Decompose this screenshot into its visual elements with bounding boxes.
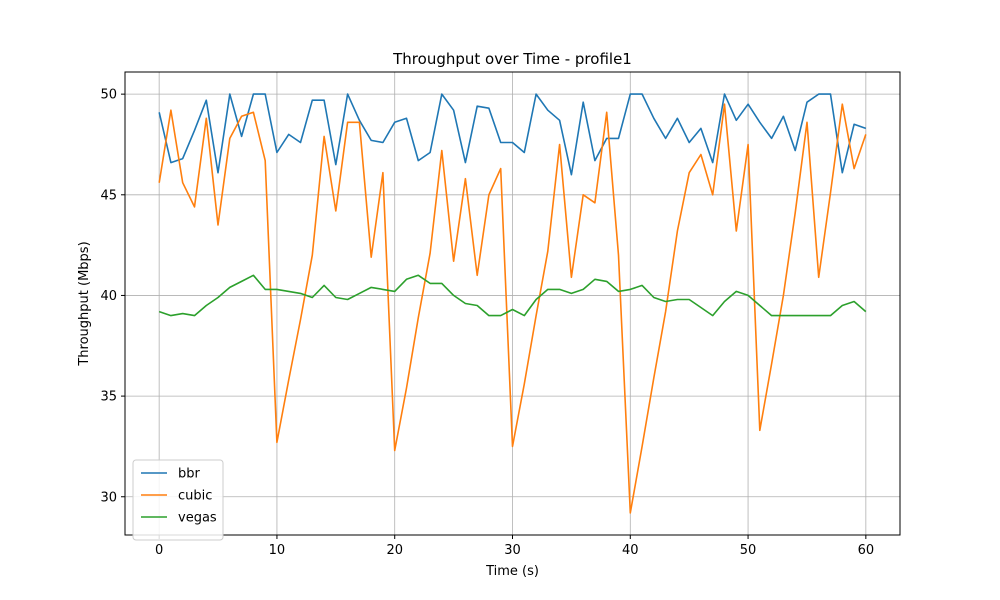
series-line-cubic bbox=[158, 103, 867, 514]
y-axis: 30 35 40 45 50 bbox=[100, 88, 125, 505]
x-axis: 0 10 20 30 40 50 60 bbox=[155, 535, 874, 558]
y-tick-label: 45 bbox=[100, 188, 117, 203]
series-line-vegas bbox=[158, 274, 867, 317]
chart-title: Throughput over Time - profile1 bbox=[392, 50, 632, 68]
legend: bbr cubic vegas bbox=[132, 459, 224, 541]
x-axis-label: Time (s) bbox=[485, 564, 539, 579]
series-line-bbr bbox=[158, 93, 867, 176]
legend-box bbox=[132, 459, 224, 541]
y-tick-label: 50 bbox=[100, 88, 117, 103]
x-tick-label: 10 bbox=[269, 543, 286, 558]
legend-label-vegas: vegas bbox=[178, 511, 217, 526]
y-tick-label: 35 bbox=[100, 390, 117, 405]
plot-lines bbox=[158, 93, 867, 514]
x-tick-label: 20 bbox=[386, 543, 403, 558]
x-tick-label: 50 bbox=[740, 543, 757, 558]
grid bbox=[125, 72, 900, 535]
y-tick-label: 40 bbox=[100, 289, 117, 304]
x-tick-label: 0 bbox=[155, 543, 163, 558]
x-tick-label: 30 bbox=[504, 543, 521, 558]
legend-label-bbr: bbr bbox=[178, 467, 201, 482]
x-tick-label: 60 bbox=[858, 543, 875, 558]
x-tick-label: 40 bbox=[622, 543, 639, 558]
legend-label-cubic: cubic bbox=[178, 489, 212, 504]
y-tick-label: 30 bbox=[100, 490, 117, 505]
y-axis-label: Throughput (Mbps) bbox=[77, 241, 92, 366]
